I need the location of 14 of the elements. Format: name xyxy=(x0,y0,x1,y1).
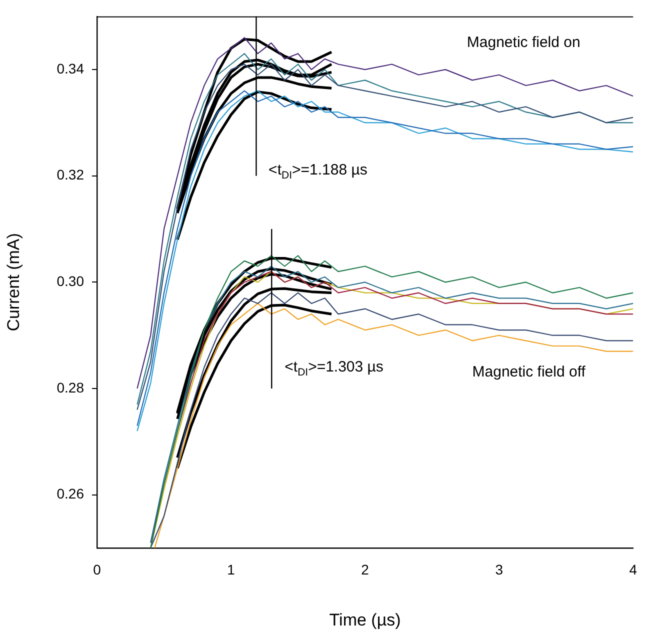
y-tick-label: 0.30 xyxy=(56,273,84,290)
x-axis-title: Time (µs) xyxy=(329,610,401,630)
x-tick-label: 1 xyxy=(227,561,236,578)
annotation: Magnetic field off xyxy=(472,364,586,381)
x-tick-label: 4 xyxy=(629,561,638,578)
x-tick-label: 3 xyxy=(495,561,504,578)
y-tick-label: 0.34 xyxy=(56,60,84,76)
x-tick-label: 0 xyxy=(93,561,102,578)
y-tick-label: 0.28 xyxy=(56,379,84,396)
y-tick-label: 0.26 xyxy=(56,486,84,502)
annotation: Magnetic field on xyxy=(466,34,580,52)
y-axis-title: Current (mA) xyxy=(4,233,23,332)
y-tick-label: 0.32 xyxy=(56,166,84,183)
x-tick-label: 2 xyxy=(361,561,370,578)
